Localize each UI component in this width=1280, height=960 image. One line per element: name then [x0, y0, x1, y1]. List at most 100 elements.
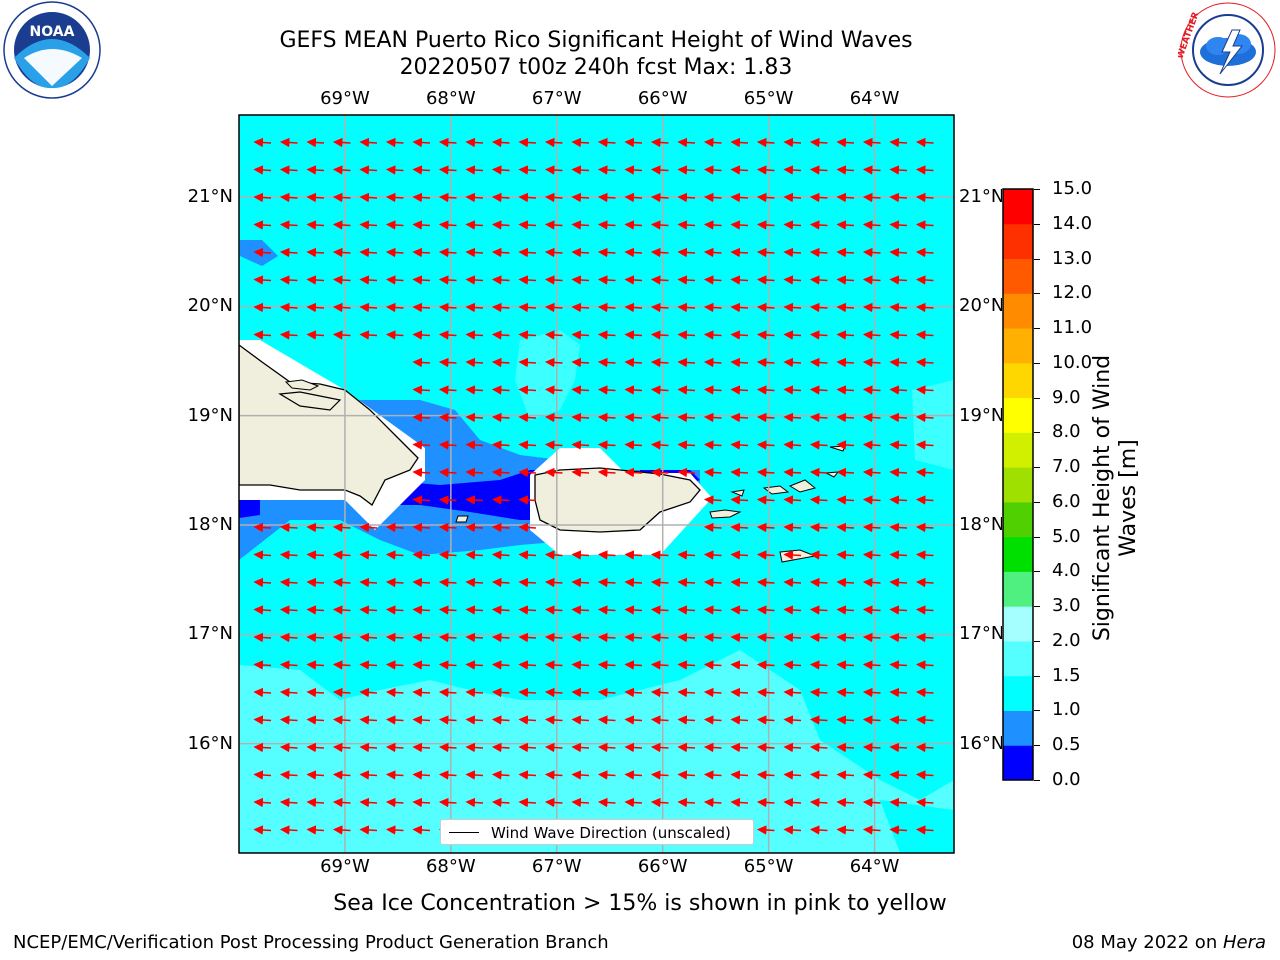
wave-direction-arrow [809, 742, 828, 753]
wave-direction-arrow [836, 687, 855, 698]
wave-direction-arrow [571, 275, 590, 285]
colorbar-bin-16 [1003, 189, 1033, 225]
wave-direction-arrow [544, 550, 563, 560]
wave-direction-arrow [385, 605, 404, 615]
wave-direction-arrow [677, 137, 696, 148]
colorbar-bin-0 [1003, 745, 1033, 781]
wave-direction-arrow [756, 220, 775, 230]
wave-direction-arrow [306, 247, 325, 258]
wave-direction-arrow [359, 797, 378, 808]
wave-direction-arrow [677, 797, 696, 808]
wave-direction-arrow [597, 330, 616, 340]
wave-direction-arrow [438, 357, 457, 368]
wave-direction-arrow [571, 385, 590, 395]
colorbar-tick-5: 10.0 [1052, 351, 1093, 373]
wave-direction-arrow [809, 550, 828, 560]
wave-direction-arrow [544, 797, 563, 808]
wave-direction-arrow [306, 137, 325, 148]
wave-direction-arrow [677, 385, 696, 395]
wave-direction-arrow [253, 522, 272, 533]
wave-direction-arrow [438, 632, 457, 643]
wave-direction-arrow [359, 770, 378, 780]
colorbar-bin-9 [1003, 432, 1033, 468]
wave-direction-arrow [412, 330, 431, 340]
wave-direction-arrow [544, 192, 563, 203]
wave-direction-arrow [491, 192, 510, 203]
wave-direction-arrow [783, 467, 802, 478]
colorbar-bin-10 [1003, 397, 1033, 433]
lon-tick-top-3: 66°W [637, 88, 688, 109]
wave-direction-arrow [862, 302, 881, 313]
wave-direction-arrow [465, 220, 484, 230]
wave-direction-arrow [465, 522, 484, 533]
wave-direction-arrow [624, 247, 643, 258]
wave-direction-arrow [438, 522, 457, 533]
wave-direction-arrow [491, 412, 510, 423]
wave-direction-arrow [518, 550, 537, 560]
wave-direction-arrow [650, 357, 669, 368]
wave-direction-arrow [783, 247, 802, 258]
wave-direction-arrow [465, 550, 484, 560]
wave-direction-arrow [677, 742, 696, 753]
wave-direction-arrow [862, 660, 881, 670]
wave-direction-arrow [438, 247, 457, 258]
wave-direction-arrow [809, 715, 828, 725]
wave-direction-arrow [836, 522, 855, 533]
colorbar-tick-mark-0 [1034, 189, 1040, 190]
wave-direction-arrow [862, 495, 881, 505]
wave-direction-arrow [650, 797, 669, 808]
wave-direction-arrow [306, 605, 325, 615]
colorbar-bin-3 [1003, 640, 1033, 677]
wave-direction-arrow [465, 302, 484, 313]
wave-direction-arrow [438, 550, 457, 560]
wave-direction-arrow [253, 577, 272, 588]
wave-direction-arrow [862, 467, 881, 478]
legend-line-swatch [449, 832, 479, 833]
wave-direction-arrow [809, 495, 828, 505]
wave-direction-arrow [306, 687, 325, 698]
wave-direction-arrow [412, 632, 431, 643]
lon-tick-top-4: 65°W [743, 88, 794, 109]
wave-direction-arrow [385, 137, 404, 148]
wave-direction-arrow [862, 797, 881, 808]
colorbar-tick-15: 1.0 [1052, 699, 1081, 721]
wave-direction-arrow [306, 220, 325, 230]
wave-direction-arrow [730, 495, 749, 505]
wave-direction-arrow [756, 357, 775, 368]
wave-direction-arrow [359, 577, 378, 588]
wave-direction-arrow [624, 137, 643, 148]
wave-direction-arrow [332, 247, 351, 258]
wave-direction-arrow [306, 770, 325, 780]
wave-direction-arrow [677, 660, 696, 670]
wave-direction-arrow [438, 192, 457, 203]
wave-direction-arrow [438, 797, 457, 808]
wave-direction-arrow [359, 825, 378, 835]
wave-direction-arrow [703, 797, 722, 808]
wave-direction-arrow [518, 660, 537, 670]
wave-direction-arrow [412, 825, 431, 835]
wave-direction-arrow [862, 440, 881, 450]
wave-direction-arrow [783, 632, 802, 643]
wave-direction-arrow [836, 357, 855, 368]
wave-direction-arrow [836, 165, 855, 175]
wave-direction-arrow [571, 467, 590, 478]
wave-direction-arrow [624, 605, 643, 615]
wave-direction-arrow [836, 797, 855, 808]
wave-direction-arrow [624, 550, 643, 560]
wave-direction-arrow [571, 412, 590, 423]
wave-direction-arrow [465, 577, 484, 588]
wave-direction-arrow [889, 797, 908, 808]
colorbar-tick-mark-5 [1034, 362, 1040, 364]
footer-host: Hera [1222, 932, 1266, 953]
wave-direction-arrow [597, 357, 616, 368]
wave-direction-arrow [571, 165, 590, 175]
colorbar-bin-8 [1003, 467, 1033, 503]
wave-direction-arrow [359, 165, 378, 175]
wave-direction-arrow [783, 137, 802, 148]
wave-direction-arrow [518, 797, 537, 808]
wave-direction-arrow [465, 192, 484, 203]
wave-direction-arrow [491, 385, 510, 395]
wave-direction-arrow [730, 302, 749, 313]
wave-direction-arrow [412, 687, 431, 698]
colorbar-tick-mark-13 [1034, 640, 1040, 642]
